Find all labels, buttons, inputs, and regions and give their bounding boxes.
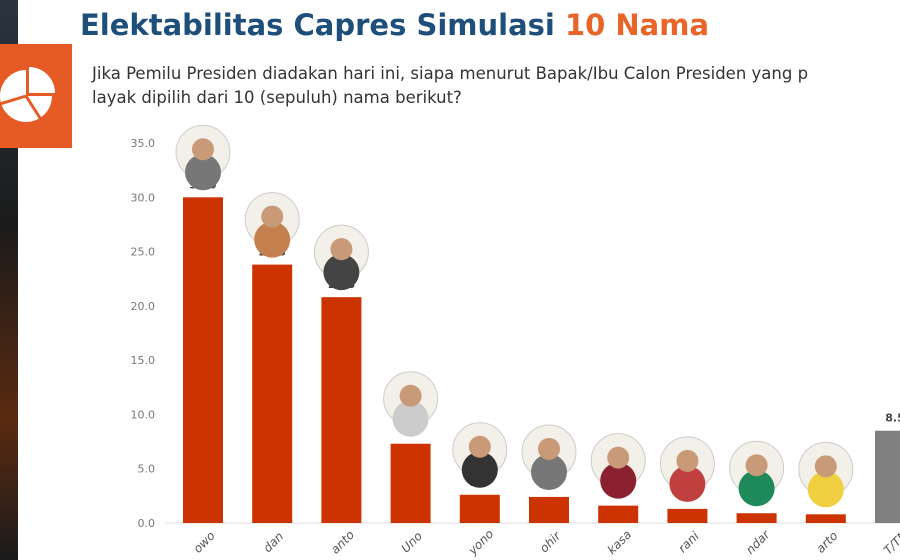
avatar-face [399, 384, 422, 407]
avatar-face [538, 437, 560, 460]
y-tick-label: 10.0 [131, 408, 156, 421]
x-tick-label: T/TM [881, 526, 900, 557]
avatar-body [254, 221, 291, 258]
bar [390, 443, 431, 523]
y-tick-label: 25.0 [131, 246, 156, 259]
pie-chart-icon [0, 44, 72, 148]
x-tick-label: yono [465, 527, 496, 558]
x-tick-label: anto [328, 528, 357, 557]
avatar-face [676, 449, 699, 472]
y-tick-label: 35.0 [131, 137, 156, 150]
x-tick-label: rani [675, 529, 702, 556]
y-tick-label: 30.0 [131, 191, 156, 204]
avatar-face [468, 435, 491, 458]
survey-question: Jika Pemilu Presiden diadakan hari ini, … [92, 62, 808, 110]
bar [736, 513, 777, 523]
bar [805, 514, 846, 523]
avatar-body [392, 400, 429, 437]
avatar-body [531, 453, 567, 490]
avatar-body [323, 254, 360, 291]
avatar-face [745, 454, 768, 477]
x-tick-label: arto [813, 529, 840, 556]
avatar-body [738, 470, 775, 507]
avatar-face [192, 138, 214, 161]
x-tick-label: ndar [743, 527, 773, 557]
avatar-body [669, 465, 706, 502]
y-tick-label: 20.0 [131, 300, 156, 313]
avatar-face [607, 446, 630, 469]
bar [252, 264, 293, 523]
x-tick-label: kasa [605, 527, 635, 557]
title-highlight: 10 Nama [564, 8, 710, 42]
data-label: 8.5 [885, 412, 900, 425]
avatar-face [330, 238, 353, 261]
avatar-body [185, 154, 221, 191]
bar [667, 508, 708, 523]
y-tick-label: 0.0 [138, 517, 156, 530]
bar [598, 505, 639, 523]
bar [321, 297, 362, 523]
avatar-body [461, 451, 498, 488]
page-title: Elektabilitas Capres Simulasi 10 Nama [80, 8, 709, 42]
question-line-2: layak dipilih dari 10 (sepuluh) nama ber… [92, 88, 462, 107]
bar [183, 197, 223, 524]
bar [459, 494, 500, 523]
question-line-1: Jika Pemilu Presiden diadakan hari ini, … [92, 64, 809, 83]
bar [529, 496, 569, 523]
avatar-face [814, 455, 837, 478]
avatar-body [807, 471, 844, 508]
title-main: Elektabilitas Capres Simulasi [80, 8, 565, 42]
avatar-face [261, 205, 284, 228]
x-tick-label: Uno [398, 529, 425, 556]
bar [875, 430, 900, 523]
x-tick-label: ohir [537, 528, 564, 555]
avatar-body [600, 462, 637, 499]
y-tick-label: 5.0 [138, 463, 156, 476]
y-tick-label: 15.0 [131, 354, 156, 367]
x-tick-label: dan [260, 529, 286, 555]
x-tick-label: owo [191, 529, 218, 556]
